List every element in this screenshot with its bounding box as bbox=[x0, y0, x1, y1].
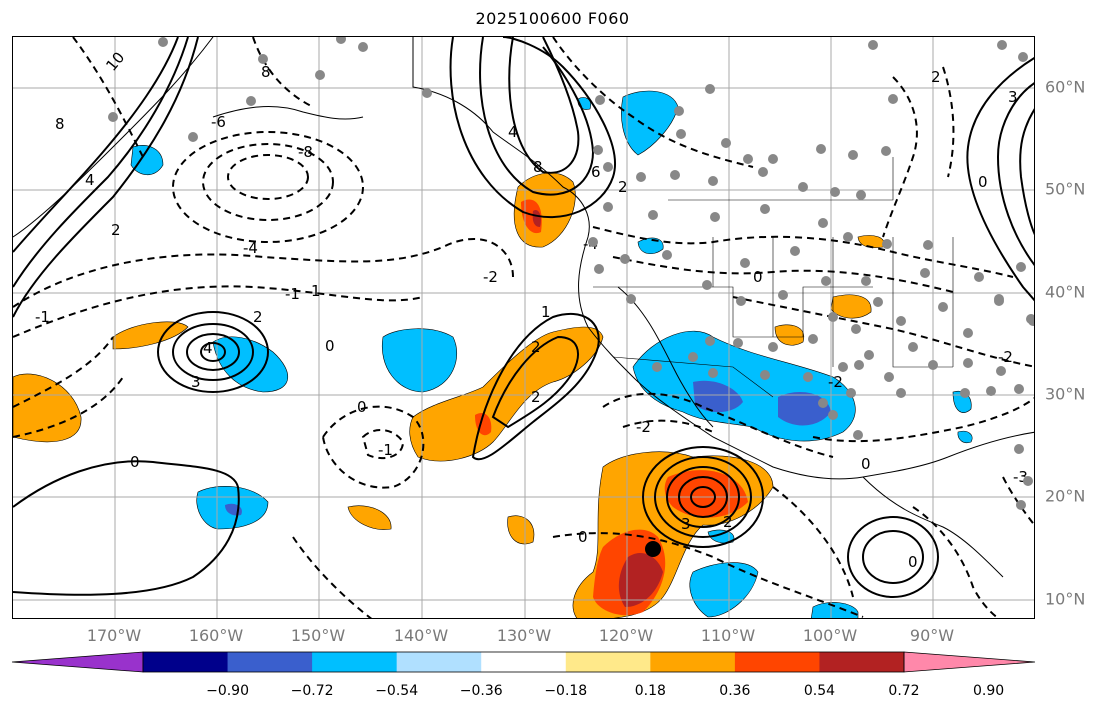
lat-label-40n: 40°N bbox=[1045, 282, 1086, 302]
lat-label-20n: 20°N bbox=[1045, 486, 1086, 506]
svg-text:0: 0 bbox=[753, 268, 763, 286]
colorbar-swatch bbox=[734, 652, 820, 672]
svg-text:-2: -2 bbox=[483, 268, 498, 286]
svg-text:4: 4 bbox=[508, 123, 518, 141]
svg-text:3: 3 bbox=[1008, 88, 1018, 106]
svg-text:-1: -1 bbox=[378, 441, 393, 459]
lon-label-170w: 170°W bbox=[86, 626, 142, 645]
colorbar-tick-label: 0.54 bbox=[803, 683, 836, 699]
colorbar-swatch bbox=[227, 652, 313, 672]
lon-label-130w: 130°W bbox=[496, 626, 552, 645]
lat-label-30n: 30°N bbox=[1045, 384, 1086, 404]
contours-positive bbox=[13, 37, 1034, 598]
colorbar-swatches bbox=[11, 651, 1036, 673]
colorbar-swatch bbox=[650, 652, 736, 672]
lat-label-50n: 50°N bbox=[1045, 179, 1086, 199]
lon-label-100w: 100°W bbox=[802, 626, 858, 645]
lon-label-150w: 150°W bbox=[290, 626, 346, 645]
svg-text:0: 0 bbox=[130, 453, 140, 471]
svg-text:2: 2 bbox=[253, 308, 263, 326]
colorbar-tick-label: 0.36 bbox=[719, 683, 751, 699]
svg-text:4: 4 bbox=[85, 171, 95, 189]
lon-label-120w: 120°W bbox=[598, 626, 654, 645]
lon-label-110w: 110°W bbox=[700, 626, 756, 645]
graticule bbox=[13, 37, 1034, 618]
colorbar-tick-label: −0.90 bbox=[206, 683, 249, 699]
svg-text:2: 2 bbox=[531, 388, 541, 406]
lon-label-140w: 140°W bbox=[393, 626, 449, 645]
map-panel: 10 8 4 2 -4 -1 1 -1 2 4 3 0 0 0 -1 1 2 2… bbox=[12, 36, 1035, 619]
colorbar-tick-label: 0.18 bbox=[634, 683, 666, 699]
svg-text:2: 2 bbox=[618, 178, 628, 196]
contours-negative bbox=[13, 37, 1034, 618]
colorbar-tick-label: −0.54 bbox=[375, 683, 419, 699]
svg-text:1: 1 bbox=[311, 282, 321, 300]
map-canvas: 10 8 4 2 -4 -1 1 -1 2 4 3 0 0 0 -1 1 2 2… bbox=[13, 37, 1034, 618]
svg-text:-2: -2 bbox=[636, 418, 651, 436]
lat-label-10n: 10°N bbox=[1045, 589, 1086, 609]
svg-text:0: 0 bbox=[578, 528, 588, 546]
svg-text:2: 2 bbox=[723, 513, 733, 531]
svg-text:-2: -2 bbox=[828, 373, 843, 391]
svg-text:4: 4 bbox=[203, 339, 213, 357]
svg-text:0: 0 bbox=[357, 398, 367, 416]
svg-text:2: 2 bbox=[931, 68, 941, 86]
svg-text:-2: -2 bbox=[998, 348, 1013, 366]
figure-title: 2025100600 F060 bbox=[475, 9, 630, 28]
station-dots bbox=[108, 37, 1034, 510]
svg-text:3: 3 bbox=[191, 373, 201, 391]
colorbar-swatch bbox=[819, 652, 905, 672]
colorbar-swatch bbox=[481, 652, 567, 672]
svg-text:0: 0 bbox=[978, 173, 988, 191]
svg-text:0: 0 bbox=[861, 455, 871, 473]
svg-text:6: 6 bbox=[591, 163, 601, 181]
colorbar-tick-label: −0.72 bbox=[290, 683, 334, 699]
svg-text:3: 3 bbox=[681, 515, 691, 533]
svg-text:-1: -1 bbox=[285, 285, 300, 303]
colorbar bbox=[11, 651, 1036, 673]
colorbar-swatch bbox=[565, 652, 651, 672]
colorbar-tick-label: −0.36 bbox=[459, 683, 503, 699]
svg-text:2: 2 bbox=[531, 338, 541, 356]
colorbar-swatch bbox=[312, 652, 398, 672]
contour-labels: 10 8 4 2 -4 -1 1 -1 2 4 3 0 0 0 -1 1 2 2… bbox=[35, 48, 1028, 571]
colorbar-tick-label: 0.72 bbox=[888, 683, 920, 699]
svg-text:-8: -8 bbox=[298, 143, 313, 161]
colorbar-tick-label: −0.18 bbox=[544, 683, 588, 699]
colorbar-frame bbox=[142, 651, 905, 673]
lat-label-60n: 60°N bbox=[1045, 77, 1086, 97]
svg-text:2: 2 bbox=[111, 221, 121, 239]
colorbar-tick-label: 0.90 bbox=[972, 683, 1005, 699]
svg-text:-6: -6 bbox=[211, 113, 226, 131]
storm-center-dot bbox=[645, 541, 661, 557]
colorbar-extend-high bbox=[903, 651, 1036, 673]
colorbar-extend-low bbox=[11, 651, 144, 673]
coastlines bbox=[13, 37, 1034, 578]
colorbar-swatch bbox=[143, 652, 229, 672]
lon-label-90w: 90°W bbox=[909, 626, 955, 645]
svg-text:8: 8 bbox=[55, 115, 65, 133]
svg-text:0: 0 bbox=[908, 553, 918, 571]
svg-text:0: 0 bbox=[325, 337, 335, 355]
svg-text:-4: -4 bbox=[243, 239, 258, 257]
svg-text:-1: -1 bbox=[35, 308, 50, 326]
svg-text:8: 8 bbox=[261, 63, 271, 81]
svg-text:10: 10 bbox=[102, 48, 128, 74]
lon-label-160w: 160°W bbox=[188, 626, 244, 645]
svg-text:8: 8 bbox=[533, 158, 543, 176]
svg-text:1: 1 bbox=[541, 303, 551, 321]
colorbar-swatch bbox=[396, 652, 482, 672]
